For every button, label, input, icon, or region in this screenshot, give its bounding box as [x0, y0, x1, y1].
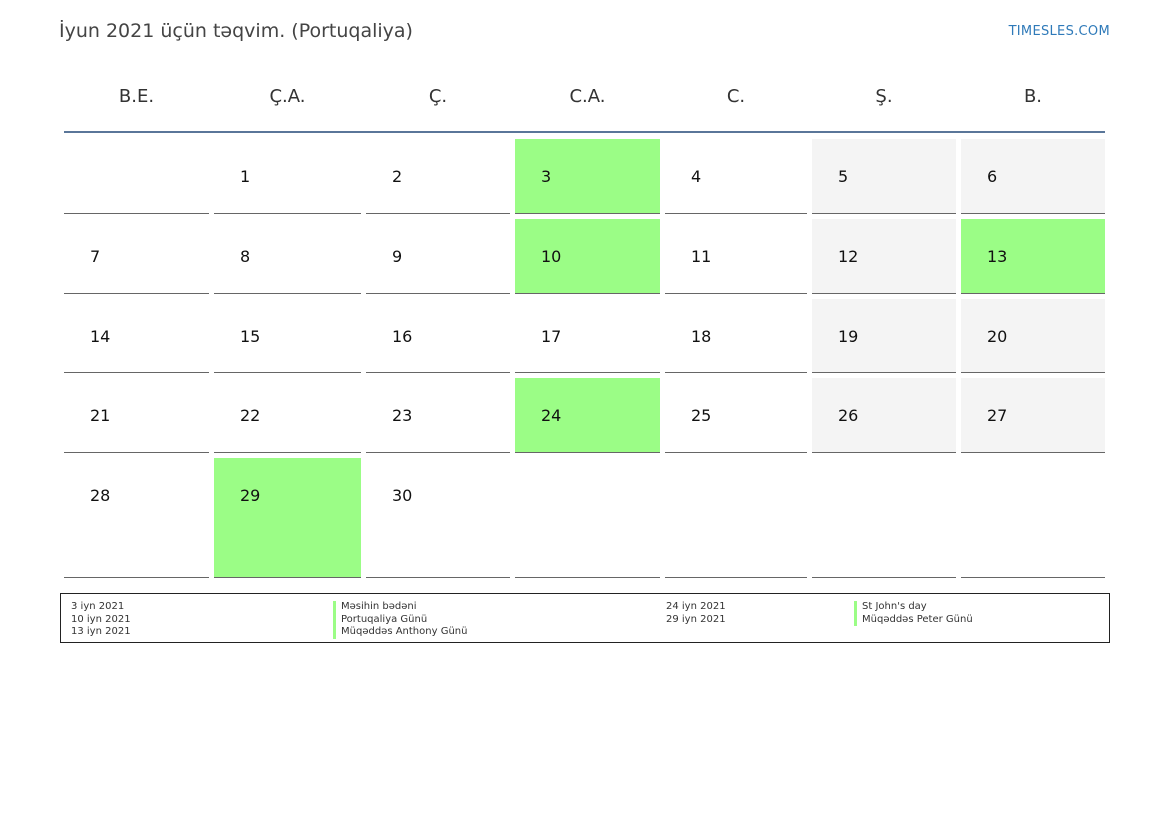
day-cell[interactable]: 12 [812, 219, 956, 294]
day-cell[interactable]: 25 [665, 378, 807, 453]
legend-dates-left: 3 iyn 2021 10 iyn 2021 13 iyn 2021 [71, 601, 131, 639]
legend-date: 3 iyn 2021 [71, 601, 125, 612]
day-number: 19 [838, 327, 859, 346]
legend-dates-right: 24 iyn 2021 29 iyn 2021 [666, 601, 726, 626]
page-title: İyun 2021 üçün təqvim. (Portuqaliya) [59, 20, 413, 42]
day-cell[interactable]: 7 [64, 219, 209, 294]
day-number: 23 [392, 406, 413, 425]
weekday-label: Ç. [428, 86, 448, 107]
day-number: 14 [90, 327, 111, 346]
empty-day-cell [961, 458, 1105, 578]
day-cell[interactable]: 9 [366, 219, 510, 294]
day-number: 5 [838, 167, 849, 186]
day-cell[interactable]: 14 [64, 299, 209, 373]
day-number: 24 [541, 406, 562, 425]
day-number: 21 [90, 406, 111, 425]
weekday-label: B. [1023, 86, 1043, 107]
legend-date: 29 iyn 2021 [666, 613, 726, 625]
day-number: 18 [691, 327, 712, 346]
day-cell[interactable]: 19 [812, 299, 956, 373]
legend-holiday-name: Portuqaliya Günü [333, 613, 467, 626]
day-number: 28 [90, 486, 111, 505]
day-cell[interactable]: 23 [366, 378, 510, 453]
day-cell[interactable]: 20 [961, 299, 1105, 373]
day-cell[interactable]: 27 [961, 378, 1105, 453]
weekday-label: Ş. [875, 86, 893, 107]
weekday-header: B.E. Ç.A. Ç. C.A. C. Ş. B. [64, 86, 1105, 112]
day-cell[interactable]: 4 [665, 139, 807, 214]
legend-names-right: St John's day Müqəddəs Peter Günü [854, 601, 973, 626]
day-cell[interactable]: 24 [515, 378, 660, 453]
day-cell[interactable]: 17 [515, 299, 660, 373]
legend-names-left: Məsihin bədəni Portuqaliya Günü Müqəddəs… [333, 601, 467, 639]
day-number: 1 [240, 167, 251, 186]
brand-link[interactable]: TIMESLES.COM [1008, 24, 1110, 39]
day-cell[interactable]: 18 [665, 299, 807, 373]
legend-date: 10 iyn 2021 [71, 613, 131, 625]
day-cell[interactable]: 13 [961, 219, 1105, 294]
day-cell[interactable]: 26 [812, 378, 956, 453]
day-cell[interactable]: 28 [64, 458, 209, 578]
day-cell[interactable]: 30 [366, 458, 510, 578]
day-cell[interactable]: 21 [64, 378, 209, 453]
day-cell[interactable]: 5 [812, 139, 956, 214]
legend-holiday-name: Müqəddəs Peter Günü [854, 613, 973, 626]
day-number: 7 [90, 247, 101, 266]
weekday-label: C.A. [569, 86, 606, 107]
day-cell[interactable]: 6 [961, 139, 1105, 214]
day-cell[interactable]: 10 [515, 219, 660, 294]
legend-holiday-name: Müqəddəs Anthony Günü [333, 626, 467, 639]
day-cell[interactable]: 15 [214, 299, 361, 373]
day-cell[interactable]: 3 [515, 139, 660, 214]
weekday-label: B.E. [118, 86, 155, 107]
day-cell[interactable]: 8 [214, 219, 361, 294]
day-number: 4 [691, 167, 702, 186]
day-number: 10 [541, 247, 562, 266]
weekday-label: C. [726, 86, 746, 107]
day-number: 15 [240, 327, 261, 346]
legend-holiday-name: Məsihin bədəni [333, 601, 467, 614]
day-cell[interactable]: 22 [214, 378, 361, 453]
day-number: 20 [987, 327, 1008, 346]
legend-date: 24 iyn 2021 [666, 601, 726, 612]
day-number: 2 [392, 167, 403, 186]
day-number: 17 [541, 327, 562, 346]
legend-date: 13 iyn 2021 [71, 626, 131, 637]
day-cell[interactable]: 29 [214, 458, 361, 578]
day-number: 22 [240, 406, 261, 425]
day-number: 8 [240, 247, 251, 266]
day-number: 6 [987, 167, 998, 186]
day-cell[interactable]: 2 [366, 139, 510, 214]
day-number: 25 [691, 406, 712, 425]
holiday-legend: 3 iyn 2021 10 iyn 2021 13 iyn 2021 Məsih… [60, 593, 1110, 643]
header-divider [64, 131, 1105, 133]
day-number: 12 [838, 247, 859, 266]
day-cell[interactable]: 11 [665, 219, 807, 294]
day-number: 9 [392, 247, 403, 266]
empty-day-cell [665, 458, 807, 578]
empty-day-cell [812, 458, 956, 578]
day-number: 29 [240, 486, 261, 505]
day-number: 13 [987, 247, 1008, 266]
day-number: 11 [691, 247, 712, 266]
empty-day-cell [64, 139, 209, 214]
day-cell[interactable]: 1 [214, 139, 361, 214]
legend-holiday-name: St John's day [854, 601, 973, 614]
day-cell[interactable]: 16 [366, 299, 510, 373]
weekday-label: Ç.A. [269, 86, 306, 107]
day-number: 26 [838, 406, 859, 425]
day-number: 16 [392, 327, 413, 346]
day-number: 3 [541, 167, 552, 186]
empty-day-cell [515, 458, 660, 578]
day-number: 30 [392, 486, 413, 505]
day-number: 27 [987, 406, 1008, 425]
